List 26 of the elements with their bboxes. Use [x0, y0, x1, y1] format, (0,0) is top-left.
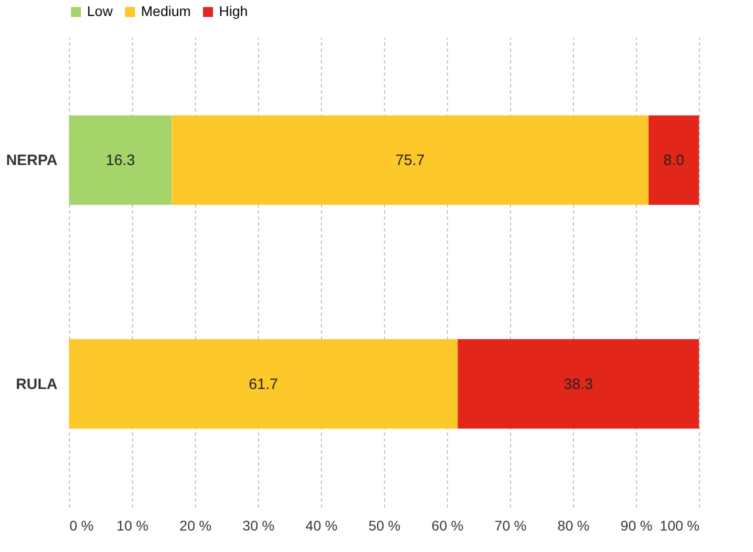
- x-tick-label: 70 %: [494, 518, 526, 534]
- x-tick-label: 20 %: [180, 518, 212, 534]
- x-tick-label: 100 %: [660, 518, 700, 534]
- x-tick-label: 90 %: [620, 518, 652, 534]
- data-label: 38.3: [564, 376, 593, 393]
- legend-label: High: [219, 3, 248, 19]
- data-label: 61.7: [248, 376, 278, 393]
- data-label: 16.3: [106, 152, 135, 170]
- bar: [458, 339, 699, 429]
- y-tick-label: NERPA: [6, 152, 58, 170]
- bar: [69, 339, 458, 429]
- legend-label: Medium: [141, 3, 191, 19]
- x-tick-label: 30 %: [242, 518, 274, 534]
- data-label: 75.7: [396, 152, 425, 170]
- bar: [648, 115, 699, 205]
- legend-label: Low: [87, 3, 114, 19]
- y-tick-label: RULA: [16, 376, 58, 393]
- x-tick-label: 10 %: [116, 518, 148, 534]
- bar: [172, 115, 649, 205]
- data-label: 8.0: [663, 152, 684, 170]
- x-tick-label: 60 %: [432, 518, 464, 534]
- x-tick-label: 50 %: [368, 518, 400, 534]
- x-tick-label: 0 %: [70, 518, 94, 534]
- x-tick-label: 40 %: [306, 518, 338, 534]
- bar: [69, 115, 172, 205]
- x-tick-label: 80 %: [558, 518, 590, 534]
